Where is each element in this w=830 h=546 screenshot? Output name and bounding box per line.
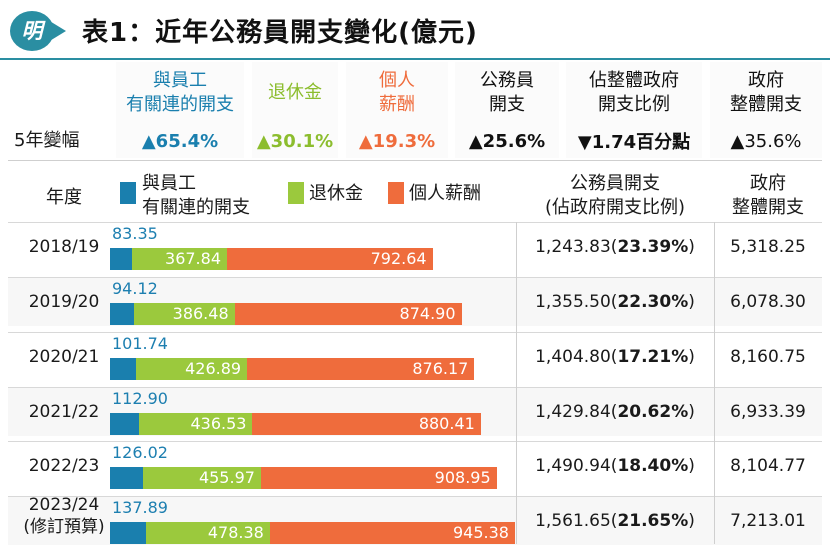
header-gov-total: 政府 整體開支 [732,173,804,218]
summary-cell-bg [710,62,822,158]
share-of-gov: 23.39% [617,237,689,257]
row-year-label: 2019/20 [28,292,100,312]
bar-salary [227,248,433,270]
gov-total: 6,078.30 [730,292,806,312]
bar-pension [131,248,227,270]
civil-service-total: 1,404.80(17.21%) [535,347,695,367]
bar-salary [252,413,481,435]
badge-text: 明 [21,19,43,43]
legend-swatch-employee [120,182,136,204]
bar-employee [110,303,135,325]
row-year-label: 2023/24 (修訂預算) [23,495,105,537]
bar-pension [142,467,261,489]
summary-cell-bg [566,62,702,158]
gov-total: 6,933.39 [730,402,806,422]
row-year-label: 2018/19 [28,237,100,257]
row-year-label: 2021/22 [28,402,100,422]
gov-total: 5,318.25 [730,237,806,257]
gov-total: 8,104.77 [730,456,806,476]
summary-divider [8,160,822,161]
summary-value: ▲35.6% [730,130,802,152]
bar-label-employee: 83.35 [112,224,158,243]
title-divider [0,58,830,60]
summary-value: ▲30.1% [256,130,334,152]
bar-employee [110,522,146,544]
civil-service-total: 1,561.65(21.65%) [535,511,695,531]
header-civil-service: 公務員開支 (佔政府開支比例) [544,173,686,218]
bar-pension-label: 367.84 [165,249,221,268]
civil-service-total: 1,355.50(22.30%) [535,292,695,312]
bar-employee [110,358,137,380]
summary-row-label: 5年變幅 [14,130,80,151]
bar-employee [110,467,143,489]
bar-salary-label: 880.41 [418,414,475,433]
civil-service-total: 1,490.94(18.40%) [535,456,695,476]
column-divider [714,222,715,544]
gov-total: 7,213.01 [730,511,806,531]
share-of-gov: 22.30% [617,292,689,312]
title-bar [0,0,830,62]
share-of-gov: 18.40% [617,456,689,476]
share-of-gov: 20.62% [617,402,689,422]
column-divider [516,222,517,544]
bar-salary-label: 874.90 [399,304,456,323]
bar-salary [247,358,475,380]
bar-pension-label: 426.89 [185,359,242,378]
civil-service-total: 1,243.83(23.39%) [535,237,695,257]
summary-cell-bg [455,62,559,158]
bar-employee [110,413,140,435]
row-year-label: 2020/21 [28,347,100,367]
summary-value: ▲19.3% [358,130,436,152]
summary-cell-bg [252,62,338,158]
bar-pension-label: 478.38 [207,523,264,542]
summary-header: 與員工 有關連的開支 [126,70,234,115]
badge-circle [10,11,54,51]
civil-service-total: 1,429.84(20.62%) [535,402,695,422]
summary-value: ▲65.4% [141,130,219,152]
summary-value: ▼1.74百分點 [577,132,691,153]
bar-label-employee: 94.12 [112,279,158,298]
bar-pension [136,358,248,380]
bar-salary-label: 876.17 [412,359,469,378]
summary-header: 退休金 [268,82,322,103]
legend-salary: 個人薪酬 [409,183,481,204]
bar-salary-label: 945.38 [453,523,509,542]
bar-pension [145,522,270,544]
bar-salary [269,522,515,544]
bar-salary [260,467,497,489]
legend-swatch-pension [288,182,304,204]
legend-employee: 與員工 有關連的開支 [142,173,250,218]
summary-value: ▲25.6% [468,130,546,152]
bar-salary-label: 908.95 [434,468,491,487]
bar-label-employee: 112.90 [112,389,168,408]
bar-label-employee: 137.89 [112,498,168,517]
legend-pension: 退休金 [309,183,363,204]
bar-pension-label: 436.53 [190,414,247,433]
summary-header: 政府 整體開支 [730,70,802,115]
bar-salary-label: 792.64 [370,249,427,268]
header-year: 年度 [46,187,82,208]
legend-swatch-salary [388,182,404,204]
chart-title: 表1：近年公務員開支變化(億元) [82,18,478,48]
summary-cell-bg [346,62,448,158]
share-of-gov: 17.21% [617,347,689,367]
summary-header: 佔整體政府 開支比例 [589,70,679,115]
summary-header: 個人 薪酬 [379,70,415,115]
bar-label-employee: 126.02 [112,443,168,462]
bar-salary [234,303,462,325]
summary-cell-bg [116,62,244,158]
bar-employee [110,248,132,270]
share-of-gov: 21.65% [617,511,689,531]
badge-arrow-icon [48,20,66,42]
gov-total: 8,160.75 [730,347,806,367]
bar-label-employee: 101.74 [112,334,168,353]
bar-pension [139,413,253,435]
row-year-label: 2022/23 [28,456,100,476]
bar-pension-label: 386.48 [172,304,229,323]
bar-pension-label: 455.97 [198,468,255,487]
summary-header: 公務員 開支 [480,70,534,115]
bar-pension [134,303,235,325]
